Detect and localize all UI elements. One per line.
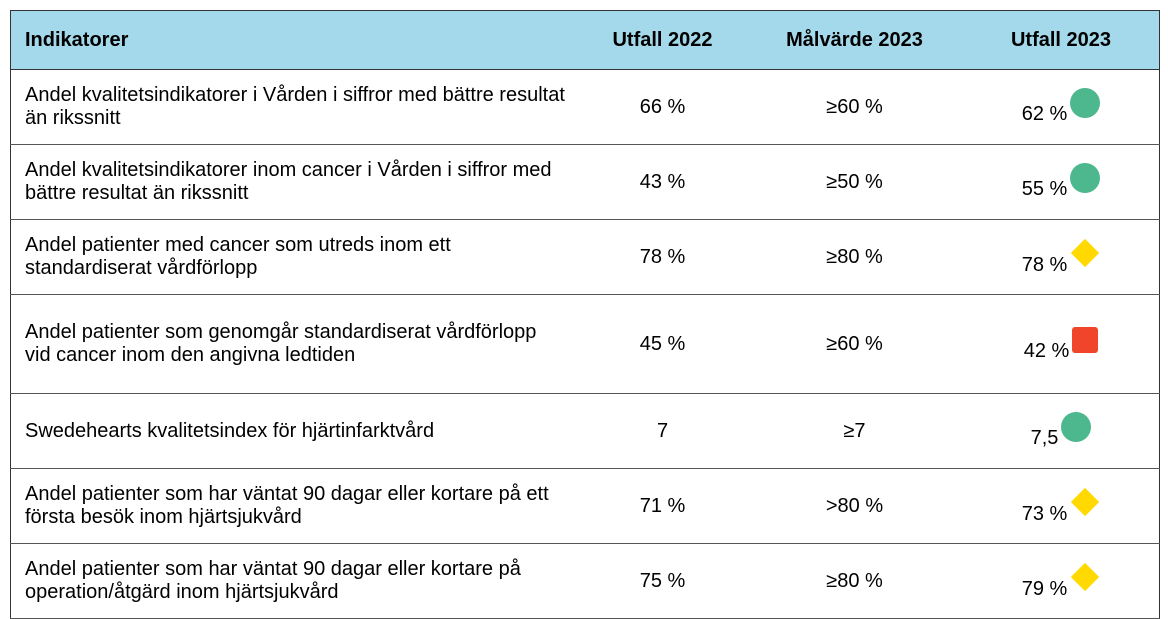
table-cell: 73 % bbox=[963, 468, 1160, 544]
table-cell: ≥7 bbox=[746, 393, 963, 469]
table-row: Andel patienter som har väntat 90 dagar … bbox=[10, 543, 1160, 619]
table-cell: Swedehearts kvalitetsindex för hjärtinfa… bbox=[10, 393, 579, 469]
status-icon bbox=[1071, 239, 1100, 268]
header-cell: Utfall 2022 bbox=[579, 10, 746, 70]
header-row: Indikatorer Utfall 2022 Målvärde 2023 Ut… bbox=[10, 10, 1160, 70]
status-icon bbox=[1061, 412, 1092, 442]
table-cell: 75 % bbox=[579, 543, 746, 619]
table-cell: ≥60 % bbox=[746, 294, 963, 394]
table-cell: 42 % bbox=[963, 294, 1160, 394]
table-cell: 71 % bbox=[579, 468, 746, 544]
table-body: Andel kvalitetsindikatorer i Vården i si… bbox=[10, 69, 1160, 619]
table-row: Andel kvalitetsindikatorer inom cancer i… bbox=[10, 144, 1160, 220]
table-cell: Andel kvalitetsindikatorer i Vården i si… bbox=[10, 69, 579, 145]
table-row: Andel patienter som har väntat 90 dagar … bbox=[10, 468, 1160, 544]
header-cell: Indikatorer bbox=[10, 10, 579, 70]
table-cell: ≥60 % bbox=[746, 69, 963, 145]
table-cell: 62 % bbox=[963, 69, 1160, 145]
cell-value: 62 % bbox=[1021, 103, 1068, 126]
table-cell: 79 % bbox=[963, 543, 1160, 619]
table-row: Andel patienter med cancer som utreds in… bbox=[10, 219, 1160, 295]
table-cell: 66 % bbox=[579, 69, 746, 145]
table-cell: ≥80 % bbox=[746, 219, 963, 295]
table-cell: ≥50 % bbox=[746, 144, 963, 220]
table-cell: 7,5 bbox=[963, 393, 1160, 469]
table-row: Andel kvalitetsindikatorer i Vården i si… bbox=[10, 69, 1160, 145]
status-icon bbox=[1071, 563, 1100, 592]
table-cell: 78 % bbox=[579, 219, 746, 295]
table-cell: 55 % bbox=[963, 144, 1160, 220]
table-cell: Andel patienter som genomgår standardise… bbox=[10, 294, 579, 394]
status-icon bbox=[1070, 88, 1101, 118]
table-cell: 78 % bbox=[963, 219, 1160, 295]
header-cell: Utfall 2023 bbox=[963, 10, 1160, 70]
header-cell: Målvärde 2023 bbox=[746, 10, 963, 70]
table-cell: 7 bbox=[579, 393, 746, 469]
table-cell: Andel kvalitetsindikatorer inom cancer i… bbox=[10, 144, 579, 220]
cell-value: 78 % bbox=[1021, 253, 1068, 276]
status-icon bbox=[1070, 163, 1101, 193]
cell-value: 73 % bbox=[1021, 502, 1068, 525]
cell-value: 79 % bbox=[1021, 577, 1068, 600]
cell-value: 7,5 bbox=[1030, 427, 1059, 450]
status-icon bbox=[1072, 327, 1099, 353]
table-row: Andel patienter som genomgår standardise… bbox=[10, 294, 1160, 394]
cell-value: 55 % bbox=[1021, 178, 1068, 201]
cell-value: 42 % bbox=[1023, 340, 1070, 363]
page: Indikatorer Utfall 2022 Målvärde 2023 Ut… bbox=[10, 10, 1160, 619]
table-cell: Andel patienter som har väntat 90 dagar … bbox=[10, 543, 579, 619]
table-row: Swedehearts kvalitetsindex för hjärtinfa… bbox=[10, 393, 1160, 469]
table-cell: ≥80 % bbox=[746, 543, 963, 619]
table-cell: 43 % bbox=[579, 144, 746, 220]
status-icon bbox=[1071, 488, 1100, 517]
table-cell: >80 % bbox=[746, 468, 963, 544]
table-cell: 45 % bbox=[579, 294, 746, 394]
table-cell: Andel patienter med cancer som utreds in… bbox=[10, 219, 579, 295]
indicator-table: Indikatorer Utfall 2022 Målvärde 2023 Ut… bbox=[10, 10, 1160, 619]
table-cell: Andel patienter som har väntat 90 dagar … bbox=[10, 468, 579, 544]
